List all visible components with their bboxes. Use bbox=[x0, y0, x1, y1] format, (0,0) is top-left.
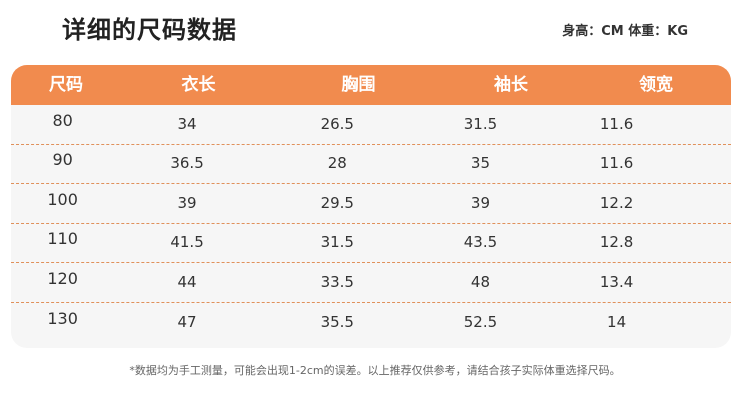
cell-sleeve: 31.5 bbox=[463, 114, 498, 133]
cell-length: 44 bbox=[177, 272, 197, 291]
header-chest: 胸围 bbox=[341, 75, 376, 95]
units-note: 身高：CM 体重：KG bbox=[562, 24, 688, 39]
cell-size: 80 bbox=[52, 110, 73, 130]
cell-size: 130 bbox=[47, 308, 78, 328]
cell-sleeve: 48 bbox=[470, 272, 490, 291]
table-header: 尺码 衣长 胸围 袖长 领宽 bbox=[11, 65, 731, 105]
cell-size: 110 bbox=[47, 229, 78, 249]
cell-chest: 29.5 bbox=[320, 193, 354, 212]
cell-size: 90 bbox=[52, 150, 73, 170]
cell-collar: 11.6 bbox=[599, 154, 634, 173]
cell-size: 100 bbox=[47, 189, 78, 209]
cell-sleeve: 39 bbox=[470, 193, 490, 212]
header-collar: 领宽 bbox=[639, 75, 673, 95]
table-body: 80 34 26.5 31.5 11.6 90 36.5 28 35 11.6 bbox=[11, 105, 731, 342]
page-title: 详细的尺码数据 bbox=[62, 16, 237, 44]
cell-collar: 12.8 bbox=[599, 233, 634, 252]
header-length: 衣长 bbox=[181, 75, 216, 95]
cell-collar: 12.2 bbox=[599, 193, 634, 212]
cell-sleeve: 52.5 bbox=[463, 312, 498, 331]
cell-collar: 13.4 bbox=[599, 272, 634, 291]
table-row: 130 47 35.5 52.5 14 bbox=[11, 303, 731, 343]
cell-sleeve: 43.5 bbox=[463, 233, 498, 252]
cell-length: 36.5 bbox=[170, 154, 204, 173]
cell-length: 47 bbox=[177, 312, 197, 331]
cell-length: 34 bbox=[177, 114, 197, 133]
cell-chest: 33.5 bbox=[320, 272, 354, 291]
table-row: 100 39 29.5 39 12.2 bbox=[11, 184, 731, 224]
cell-chest: 26.5 bbox=[320, 114, 354, 133]
cell-collar: 11.6 bbox=[599, 114, 634, 133]
cell-chest: 31.5 bbox=[320, 233, 354, 252]
cell-collar: 14 bbox=[607, 312, 627, 331]
header-sleeve: 袖长 bbox=[494, 75, 528, 95]
cell-chest: 35.5 bbox=[320, 312, 354, 331]
cell-length: 41.5 bbox=[170, 233, 204, 252]
cell-chest: 28 bbox=[327, 154, 347, 173]
table-row: 120 44 33.5 48 13.4 bbox=[11, 263, 731, 303]
cell-sleeve: 35 bbox=[470, 154, 490, 173]
footnote: *数据均为手工测量，可能会出现1-2cm的误差。以上推荐仅供参考，请结合孩子实际… bbox=[129, 364, 621, 377]
header-size: 尺码 bbox=[49, 75, 83, 95]
table-row: 90 36.5 28 35 11.6 bbox=[11, 145, 731, 184]
table-row: 110 41.5 31.5 43.5 12.8 bbox=[11, 224, 731, 263]
size-table: 尺码 衣长 胸围 袖长 领宽 80 34 26.5 31.5 11.6 90 3… bbox=[11, 65, 731, 348]
table-row: 80 34 26.5 31.5 11.6 bbox=[11, 105, 731, 145]
cell-length: 39 bbox=[177, 193, 197, 212]
cell-size: 120 bbox=[47, 268, 78, 288]
